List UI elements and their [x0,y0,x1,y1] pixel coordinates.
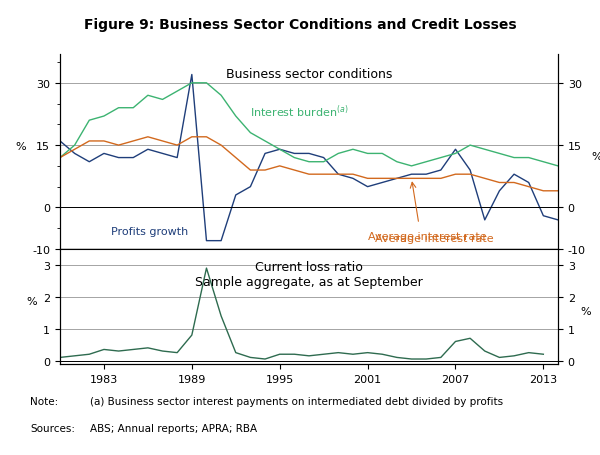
Text: (a) Business sector interest payments on intermediated debt divided by profits: (a) Business sector interest payments on… [90,396,503,406]
Text: Sources:: Sources: [30,423,75,433]
Text: Business sector conditions: Business sector conditions [226,68,392,81]
Text: ABS; Annual reports; APRA; RBA: ABS; Annual reports; APRA; RBA [90,423,257,433]
Text: Profits growth: Profits growth [111,227,188,237]
Y-axis label: %: % [592,152,600,162]
Text: Figure 9: Business Sector Conditions and Credit Losses: Figure 9: Business Sector Conditions and… [83,18,517,32]
Text: Average interest rate: Average interest rate [375,233,494,243]
Text: Note:: Note: [30,396,58,406]
Y-axis label: %: % [16,142,26,152]
Y-axis label: %: % [27,297,37,307]
Text: Interest burden$^{(a)}$: Interest burden$^{(a)}$ [250,104,349,120]
Y-axis label: %: % [581,307,591,317]
Text: Average interest rate: Average interest rate [368,231,486,241]
Text: Current loss ratio
Sample aggregate, as at September: Current loss ratio Sample aggregate, as … [195,261,423,289]
